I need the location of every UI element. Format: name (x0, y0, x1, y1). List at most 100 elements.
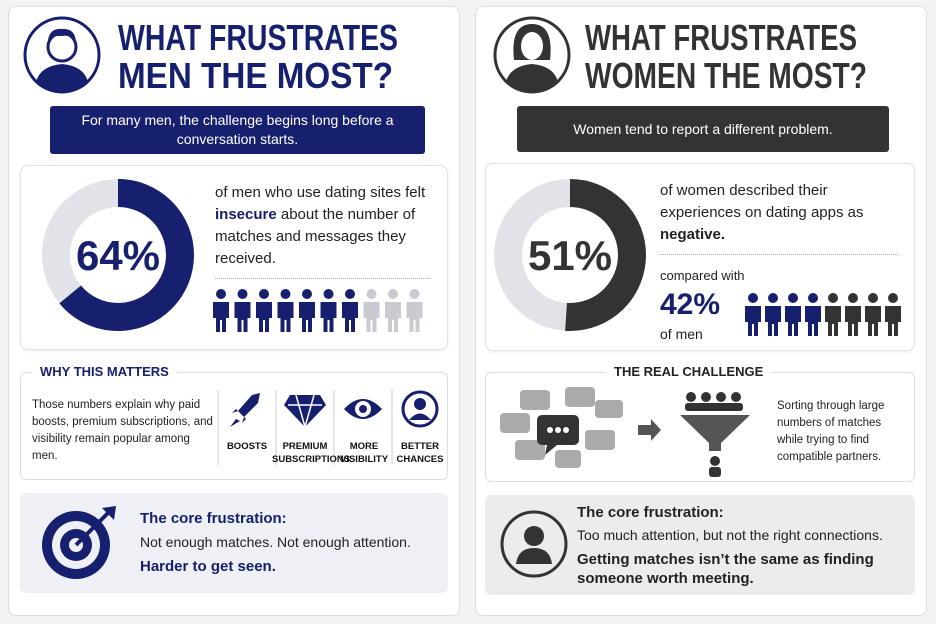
person-figure (845, 293, 861, 336)
arrow (638, 419, 661, 441)
comparison-suffix: of men (660, 326, 703, 342)
diamond-icon (284, 395, 326, 427)
feature-icons (217, 390, 439, 465)
funnel-people (685, 392, 743, 411)
core-line: Too much attention, but not the right co… (577, 527, 883, 543)
person-figure (234, 289, 251, 332)
bubble (520, 390, 550, 410)
title-line: WOMEN THE MOST? (585, 55, 867, 96)
figure-part (885, 306, 901, 336)
section-title: THE REAL CHALLENGE (606, 364, 772, 379)
figure-part (825, 306, 841, 336)
section-text: Those numbers explain why paid boosts, p… (32, 399, 213, 462)
figure-part (299, 302, 315, 332)
people-row (213, 289, 423, 332)
figure-part (748, 293, 758, 303)
avatar-hair (48, 28, 76, 42)
chance-icon (401, 390, 439, 428)
core-line: Getting matches isn’t the same as findin… (577, 551, 874, 587)
section-text: Sorting through large numbers of matches… (777, 400, 885, 463)
donut-label: 64% (76, 232, 160, 279)
bubble (585, 430, 615, 450)
person-figure (785, 293, 801, 336)
rocket-icon (230, 393, 260, 427)
chance-body (409, 413, 431, 420)
figure-part (216, 289, 226, 299)
stat-text: of women described their experiences on … (660, 180, 885, 246)
donut-value (42, 179, 194, 331)
figure-part (323, 289, 334, 299)
figure-part (363, 302, 380, 332)
figure-part (888, 293, 898, 303)
person-figure (765, 293, 781, 336)
figure-part (868, 293, 878, 303)
core-line: Not enough matches. Not enough attention… (140, 534, 411, 550)
person-figure (805, 293, 821, 336)
person-figure (385, 289, 401, 332)
figure-part (785, 306, 801, 336)
text: of men who use dating sites felt (215, 184, 426, 201)
head (524, 526, 544, 546)
figure-part (280, 289, 291, 299)
section-box (20, 372, 448, 480)
diamond-facets (288, 394, 322, 430)
head (716, 392, 726, 402)
donut: 51% (494, 179, 646, 331)
person-icon (500, 510, 568, 578)
chance-head (414, 398, 426, 410)
head (701, 392, 711, 402)
avatar-body (506, 64, 558, 92)
title-line: MEN THE MOST? (118, 55, 393, 96)
emphasis: insecure (215, 206, 277, 223)
person-figure (342, 289, 358, 332)
person-figure (885, 293, 901, 336)
head (686, 392, 696, 402)
section-title: WHY THIS MATTERS (32, 364, 177, 379)
figure-part (256, 302, 272, 332)
bodies (685, 403, 743, 411)
chat-bubbles (500, 387, 623, 468)
donut-value (494, 179, 646, 331)
figure-part (388, 289, 398, 299)
person-figure (299, 289, 315, 332)
feature-label: BETTER CHANCES (396, 441, 444, 465)
banner: Women tend to report a different problem… (517, 106, 889, 152)
feature-label: BOOSTS (226, 441, 268, 452)
figure-part (213, 302, 229, 332)
figure-part (865, 306, 881, 336)
core-title: The core frustration: (577, 504, 724, 521)
bubble (565, 387, 595, 407)
person-figure (363, 289, 380, 332)
figure-part (768, 293, 778, 303)
eye-pupil (359, 405, 367, 413)
bubble (500, 413, 530, 433)
person-figure (406, 289, 423, 332)
stat-text: of men who use dating sites felt insecur… (215, 182, 430, 270)
figure-part (259, 289, 269, 299)
result-body (709, 467, 721, 477)
person-figure (745, 293, 761, 336)
bubble (555, 450, 581, 468)
core-title: The core frustration: (140, 510, 287, 527)
result-head (710, 456, 720, 466)
body (516, 548, 552, 564)
title-line: WHAT FRUSTRATES (118, 17, 398, 58)
text: of women described their experiences on … (660, 182, 864, 221)
figure-part (805, 306, 821, 336)
title-line: WHAT FRUSTRATES (585, 17, 857, 58)
divider (215, 278, 430, 279)
donut: 64% (42, 179, 194, 331)
divider (660, 254, 898, 255)
person-figure (277, 289, 294, 332)
person-figure (865, 293, 881, 336)
target-icon (42, 506, 116, 579)
head (731, 392, 741, 402)
person-figure (256, 289, 272, 332)
figure-part (320, 302, 337, 332)
core-box (485, 495, 915, 595)
avatar-body (36, 64, 88, 92)
arrow-fletch (102, 506, 116, 520)
